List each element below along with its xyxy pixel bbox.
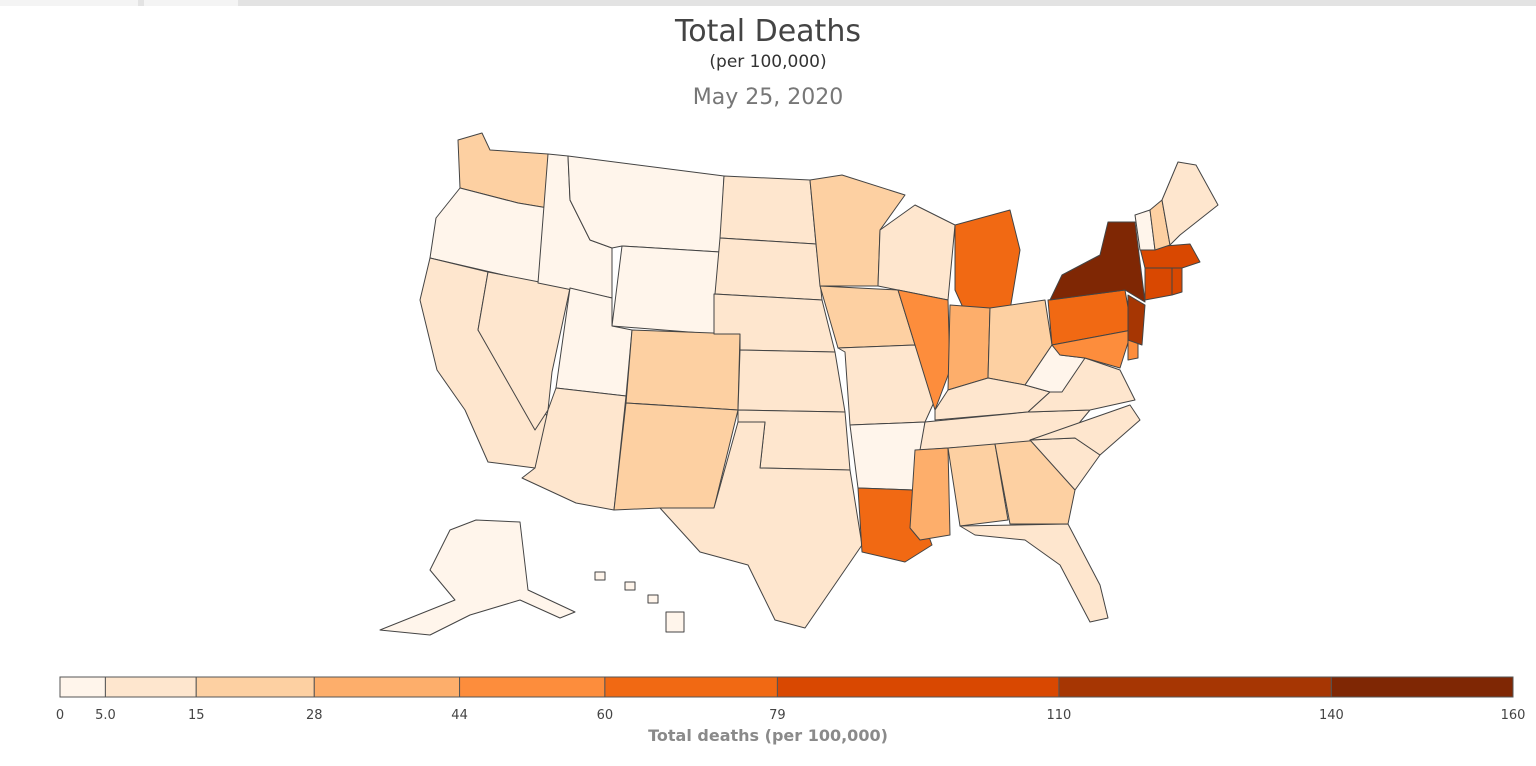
browser-tab[interactable] [0,0,138,6]
state-ms[interactable] [909,447,951,541]
state-me[interactable] [1161,161,1219,246]
legend-tick-label: 44 [451,708,468,723]
legend-swatch-1 [104,676,197,698]
legend-swatch-2 [195,676,315,698]
legend-swatch-8 [1330,676,1514,698]
browser-tab[interactable] [144,0,238,6]
state-nj[interactable] [1127,294,1146,346]
state-nc[interactable] [1029,404,1141,456]
state-ny[interactable] [1049,221,1146,303]
state-al[interactable] [947,443,1009,527]
map-date: May 25, 2020 [692,85,844,110]
legend-tick-label: 79 [769,708,786,723]
map-subtitle: (per 100,000) [709,52,827,72]
legend-swatch-7 [1058,676,1332,698]
legend-title: Total deaths (per 100,000) [648,726,888,745]
state-il[interactable] [897,289,951,411]
legend-swatch-4 [459,676,606,698]
legend-tick-label: 160 [1501,708,1526,723]
browser-top-strip [0,0,1536,6]
state-ak[interactable] [379,519,576,636]
state-fl[interactable] [959,523,1109,623]
map-title: Total Deaths [675,14,861,49]
state-tx[interactable] [659,421,863,629]
legend-tick-label: 60 [597,708,614,723]
legend-swatch-6 [776,676,1060,698]
state-hi[interactable] [594,571,685,633]
legend-tick-label: 140 [1319,708,1344,723]
state-md[interactable] [1051,329,1133,369]
legend-swatch-0 [59,676,106,698]
legend-tick-label: 0 [56,708,64,723]
legend-tick-label: 110 [1047,708,1072,723]
legend-swatch-5 [604,676,778,698]
legend-tick-label: 28 [306,708,323,723]
state-az[interactable] [521,387,627,511]
legend-tick-label: 5.0 [95,708,116,723]
legend-tick-label: 15 [188,708,205,723]
legend-swatch-3 [313,676,461,698]
